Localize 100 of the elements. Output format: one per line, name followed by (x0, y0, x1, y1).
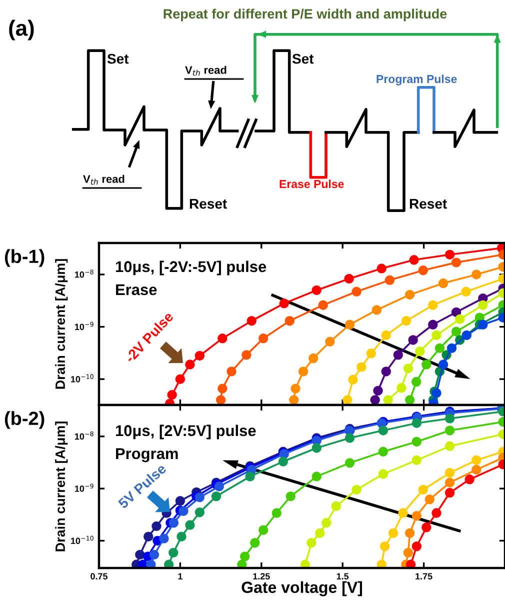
point (175, 374, 186, 384)
point (415, 346, 425, 356)
point (306, 538, 316, 548)
point (412, 510, 422, 521)
point (412, 541, 422, 552)
text: Reset (190, 198, 227, 209)
point (478, 320, 488, 330)
point (444, 468, 455, 478)
point (380, 541, 390, 552)
point (388, 528, 398, 538)
point (144, 532, 154, 542)
point (412, 418, 422, 428)
point (384, 275, 395, 285)
x-tick-label: 1.75 (416, 573, 432, 580)
point (404, 290, 415, 300)
point (409, 255, 419, 265)
point (185, 360, 195, 370)
annotation: Erase (116, 284, 157, 296)
point (194, 507, 205, 518)
point (464, 474, 474, 484)
point (472, 455, 482, 466)
point (378, 446, 388, 457)
text: Erase Pulse (280, 180, 344, 188)
point (444, 414, 455, 424)
point (446, 343, 457, 354)
point (146, 560, 156, 568)
text: (a) (9, 20, 34, 40)
point (135, 550, 145, 560)
point (418, 484, 428, 495)
point (272, 508, 282, 518)
point (159, 534, 169, 544)
point (312, 472, 322, 482)
point (356, 362, 366, 372)
point (444, 250, 455, 260)
point (245, 472, 255, 482)
point (322, 518, 332, 528)
point (258, 334, 268, 344)
point (214, 482, 224, 492)
point (366, 348, 376, 358)
point (218, 334, 228, 344)
point (152, 521, 162, 532)
text: V$_{th}$ read (83, 174, 124, 185)
chart-title: (b-2) (4, 411, 44, 429)
point (168, 548, 178, 558)
text: Reset (410, 198, 447, 209)
point (325, 336, 335, 347)
point (372, 305, 382, 315)
point (424, 494, 435, 504)
point (401, 316, 412, 326)
chart-title: (b-1) (4, 249, 44, 267)
point (284, 316, 295, 326)
point (438, 360, 448, 370)
point (344, 274, 354, 284)
point (428, 300, 438, 310)
text: Set (107, 54, 129, 64)
point (352, 484, 362, 495)
y-tick-label: 10$^{−8}$ (74, 270, 94, 278)
point (348, 374, 358, 384)
point (461, 286, 471, 297)
y-tick-label: 10$^{−10}$ (71, 374, 94, 382)
point (226, 366, 236, 376)
point (408, 335, 418, 345)
point (331, 501, 341, 512)
point (312, 443, 322, 453)
x-tick-label: 0.75 (90, 573, 108, 580)
point (194, 350, 205, 361)
point (404, 395, 415, 405)
point (444, 478, 455, 488)
point (300, 560, 310, 568)
y-tick-label: 10$^{−10}$ (71, 536, 94, 544)
y-axis-title: Drain current [A/μm] (55, 422, 68, 552)
point (344, 458, 355, 468)
point (444, 441, 455, 452)
point (376, 560, 386, 568)
x-tick-label: 1.25 (253, 573, 270, 580)
point (298, 366, 308, 376)
point (383, 395, 393, 405)
point (278, 456, 288, 466)
point (432, 508, 442, 518)
point (168, 518, 179, 528)
point (472, 464, 482, 475)
point (242, 350, 252, 360)
point (344, 433, 355, 443)
point (290, 384, 300, 394)
y-tick-label: 10$^{−9}$ (74, 484, 94, 492)
point (279, 298, 289, 308)
point (218, 384, 228, 394)
point (381, 366, 391, 376)
point (286, 491, 296, 502)
point (472, 270, 482, 280)
point (318, 300, 328, 310)
point (211, 491, 222, 502)
point (240, 552, 250, 562)
point (308, 353, 318, 364)
point (444, 488, 455, 498)
point (352, 286, 362, 297)
point (444, 426, 455, 436)
point (396, 383, 406, 393)
point (289, 395, 299, 405)
point (216, 395, 226, 405)
